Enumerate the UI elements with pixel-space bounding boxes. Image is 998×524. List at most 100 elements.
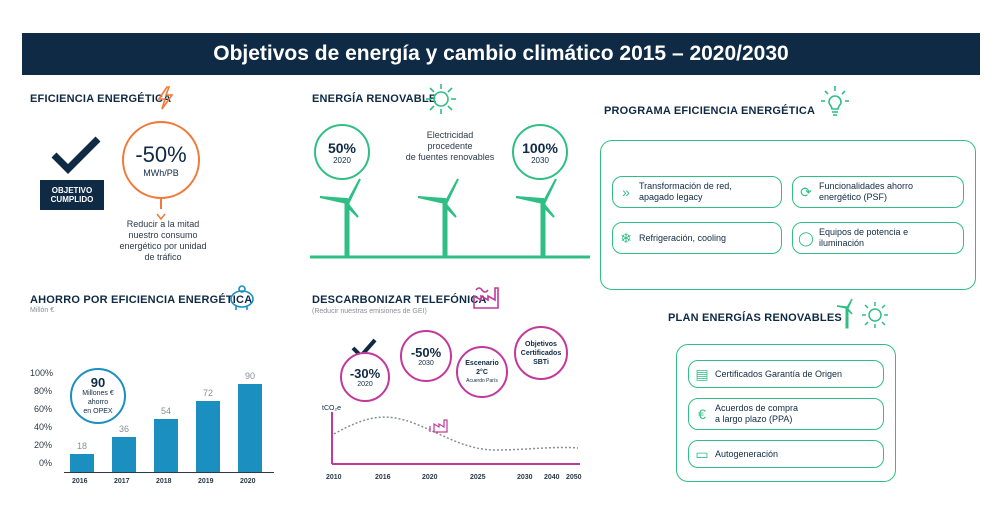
year-label: 2040: [544, 474, 560, 481]
renovable-center-2: procedente: [427, 141, 473, 151]
descarbonizar-c1-year: 2020: [357, 381, 373, 388]
eficiencia-pct: -50%: [135, 142, 187, 167]
year-label: 2010: [326, 474, 342, 481]
renovable-heading: ENERGÍA RENOVABLE: [312, 93, 437, 105]
eficiencia-unit: MWh/PB: [143, 168, 179, 178]
programa-item-1-l2: energético (PSF): [819, 192, 888, 202]
category-label: 2016: [72, 478, 88, 485]
descarbonizar-c3-l3: Acuerdo París: [466, 377, 498, 384]
y-tick: 40%: [34, 422, 53, 432]
piggy-bank-icon: [226, 285, 258, 311]
clipboard-icon: ▤: [695, 365, 709, 382]
renovable-center-3: de fuentes renovables: [405, 152, 495, 162]
plan-box: [676, 344, 896, 482]
ahorro-total-circle: 90 Millones € ahorro en OPEX: [70, 368, 126, 424]
bar-2017: [112, 436, 136, 472]
wind-turbine-small-icon: [836, 298, 858, 330]
plan-item-1-l1: Acuerdos de compra: [715, 403, 799, 413]
renovable-left-year: 2020: [333, 155, 351, 165]
programa-item-0-l1: Transformación de red,: [639, 181, 732, 191]
sun-small-icon: [860, 300, 890, 330]
y-tick: 80%: [34, 386, 53, 396]
eficiencia-desc: Reducir a la mitad nuestro consumo energ…: [108, 219, 218, 263]
snowflake-icon: ❄: [620, 229, 632, 246]
bar-value-label: 72: [202, 388, 213, 399]
descarbonizar-c2-pct: -50%: [410, 345, 442, 360]
checkmark-icon: [50, 135, 102, 175]
ahorro-circle-l2: ahorro: [87, 399, 109, 406]
programa-item-3-l1: Equipos de potencia e: [819, 227, 909, 237]
refresh-icon: ⟳: [800, 183, 812, 200]
eficiencia-heading: EFICIENCIA ENERGÉTICA: [30, 93, 172, 105]
descarbonizar-c1-pct: -30%: [349, 366, 381, 381]
descarbonizar-c3-l1: Escenario: [465, 359, 499, 367]
badge-line2: CUMPLIDO: [50, 195, 94, 204]
bar-value-label: 36: [118, 423, 129, 434]
descarbonizar-heading: DESCARBONIZAR TELEFÓNICA: [312, 294, 487, 306]
bar-value-label: 18: [76, 441, 87, 452]
programa-item-cooling: ❄ Refrigeración, cooling: [612, 222, 782, 254]
year-label: 2025: [470, 474, 486, 481]
wind-turbines-graphic: [310, 175, 590, 265]
wind-turbine-icon: [417, 178, 459, 256]
emissions-line-chart: [326, 412, 582, 472]
programa-item-2-l1: Refrigeración, cooling: [639, 232, 727, 243]
ahorro-bar-chart: 100% 80% 60% 40% 20% 0% 18 2016 36 2017 54 20…: [30, 368, 280, 490]
renovable-left-pct: 50%: [327, 139, 357, 156]
y-tick: 100%: [30, 368, 54, 378]
descarbonizar-c2-year: 2030: [418, 360, 434, 367]
y-tick: 0%: [39, 458, 53, 468]
bulb-icon: ◯: [798, 229, 814, 246]
double-arrow-icon: »: [622, 184, 630, 200]
ahorro-heading: AHORRO POR EFICIENCIA ENERGÉTICA: [30, 294, 253, 306]
plan-item-ppa: € Acuerdos de compra a largo plazo (PPA): [688, 398, 884, 430]
euro-document-icon: €: [698, 406, 706, 422]
plan-item-0-l1: Certificados Garantía de Origen: [715, 368, 843, 379]
ahorro-circle-l1: Millones €: [82, 390, 114, 397]
arrow-down-icon: [156, 209, 166, 221]
x-axis: [64, 472, 274, 473]
page-title: Objetivos de energía y cambio climático …: [22, 33, 980, 75]
programa-item-red: » Transformación de red, apagado legacy: [612, 176, 782, 208]
renovable-right-year: 2030: [531, 155, 549, 165]
plan-heading: PLAN ENERGÍAS RENOVABLES: [668, 312, 842, 324]
ahorro-circle-l3: en OPEX: [83, 408, 113, 415]
descarbonizar-subheading: (Reducir nuestras emisiones de GEI): [312, 308, 427, 315]
eficiencia-desc-1: Reducir a la mitad: [126, 219, 200, 229]
programa-item-3-l2: iluminación: [819, 238, 865, 248]
eficiencia-desc-4: de tráfico: [144, 252, 182, 262]
programa-item-1-l1: Funcionalidades ahorro: [819, 181, 914, 191]
bar-value-label: 90: [244, 370, 255, 381]
plan-item-2-l1: Autogeneración: [715, 448, 779, 459]
year-label: 2030: [517, 474, 533, 481]
bar-2019: [196, 401, 220, 472]
category-label: 2017: [114, 478, 130, 485]
sbti-circle: Objetivos Certificados SBTi: [514, 326, 568, 380]
lightbulb-icon: [818, 84, 852, 120]
renovable-2020-circle: 50% 2020: [314, 124, 370, 180]
plan-item-certificados: ▤ Certificados Garantía de Origen: [688, 360, 884, 388]
renovable-2030-circle: 100% 2030: [512, 124, 568, 180]
descarbonizar-2030-circle: -50% 2030: [400, 330, 452, 382]
wind-turbine-icon: [319, 178, 361, 256]
eficiencia-desc-3: energético por unidad: [119, 241, 207, 251]
programa-item-psf: ⟳ Funcionalidades ahorro energético (PSF): [792, 176, 964, 208]
ahorro-circle-num: 90: [90, 375, 106, 390]
bar-2020: [238, 383, 262, 472]
renovable-center-1: Electricidad: [426, 130, 474, 140]
connector-line: [160, 199, 162, 209]
bar-2018: [154, 419, 178, 472]
laptop-icon: ▭: [695, 445, 709, 462]
factory-icon: [472, 284, 500, 310]
year-label: 2020: [422, 474, 438, 481]
programa-item-0-l2: apagado legacy: [639, 192, 703, 202]
descarbonizar-c3-l2: 2°C: [476, 368, 488, 376]
renovable-right-pct: 100%: [522, 139, 558, 156]
programa-item-iluminacion: ◯ Equipos de potencia e iluminación: [792, 222, 964, 254]
category-label: 2018: [156, 478, 172, 485]
category-label: 2019: [198, 478, 214, 485]
y-tick: 60%: [34, 404, 53, 414]
bar-value-label: 54: [160, 406, 171, 417]
descarbonizar-c4-l2: Certificados: [520, 349, 562, 357]
ahorro-subheading: Millón €: [30, 307, 55, 314]
